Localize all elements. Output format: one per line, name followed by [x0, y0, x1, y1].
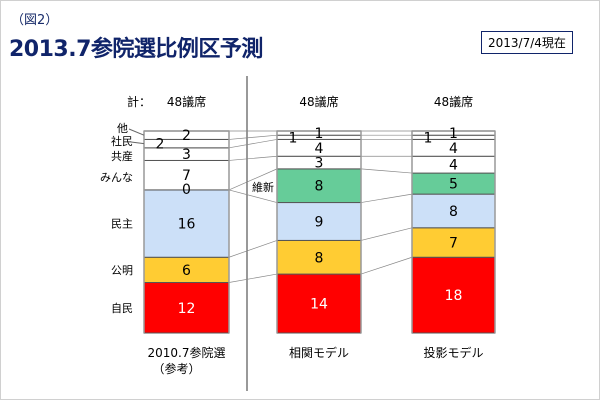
total-label: 48議席 [167, 94, 206, 109]
data-label: 4 [449, 158, 458, 174]
data-label: 8 [449, 204, 458, 220]
connector-line [360, 227, 413, 241]
category-label: 投影モデル [423, 345, 483, 360]
bar-segment-自民 [143, 282, 230, 334]
series-label-社民: 社民 [111, 134, 133, 148]
connector-line [360, 193, 413, 203]
connector-line [228, 155, 278, 161]
data-label: 8 [315, 250, 324, 266]
bar-segment-民主 [276, 202, 362, 241]
data-label: 0 [182, 182, 191, 198]
data-label: 2 [156, 137, 165, 153]
data-label: 4 [315, 141, 324, 157]
data-label: 4 [449, 141, 458, 157]
total-label: 48議席 [434, 94, 473, 109]
total-label: 48議席 [299, 94, 338, 109]
data-label: 1 [315, 126, 324, 142]
leader-line [128, 128, 145, 136]
as-of-badge: 2013/7/4現在 [481, 31, 573, 54]
data-label: 14 [310, 297, 328, 313]
connector-line [360, 256, 413, 275]
data-label: 2 [182, 128, 191, 144]
data-label: 1 [424, 130, 433, 146]
bar-segment-民主 [143, 189, 230, 258]
total-prefix: 計： [127, 94, 151, 109]
leader-line [130, 141, 145, 145]
category-label: 相関モデル [289, 345, 349, 360]
connector-line [228, 240, 278, 258]
data-label: 6 [182, 263, 191, 279]
connector-line [360, 168, 413, 174]
data-label: 7 [182, 168, 191, 184]
series-label-自民: 自民 [111, 302, 133, 315]
series-label-みんな: みんな [100, 171, 133, 184]
bar-segment-維新 [276, 168, 362, 204]
data-label: 9 [315, 214, 324, 230]
data-label: 1 [449, 126, 458, 142]
bar-segment-自民 [411, 256, 496, 334]
data-label: 12 [178, 301, 196, 317]
connector-line [228, 139, 278, 149]
connector-line [228, 168, 278, 191]
connector-line [228, 134, 278, 140]
data-label: 1 [289, 130, 298, 146]
category-label: 2010.7参院選 [148, 345, 226, 360]
data-label: 3 [315, 156, 324, 172]
series-label-共産: 共産 [111, 150, 133, 163]
bar-segment-公明 [411, 227, 496, 258]
data-label: 8 [315, 179, 324, 195]
figure-label: （図2） [11, 13, 59, 28]
data-label: 16 [178, 217, 196, 233]
series-label-他: 他 [117, 122, 128, 135]
data-label: 3 [182, 147, 191, 163]
page-title: 2013.7参院選比例区予測 [9, 37, 263, 62]
data-label: 5 [449, 177, 458, 193]
series-label-公明: 公明 [111, 264, 133, 277]
connector-line [228, 189, 278, 203]
category-sublabel: （参考） [152, 361, 200, 376]
series-label-維新: 維新 [252, 180, 274, 194]
series-label-民主: 民主 [111, 218, 133, 231]
data-label: 7 [449, 236, 458, 252]
data-label: 18 [445, 288, 463, 304]
connector-line [228, 273, 278, 283]
